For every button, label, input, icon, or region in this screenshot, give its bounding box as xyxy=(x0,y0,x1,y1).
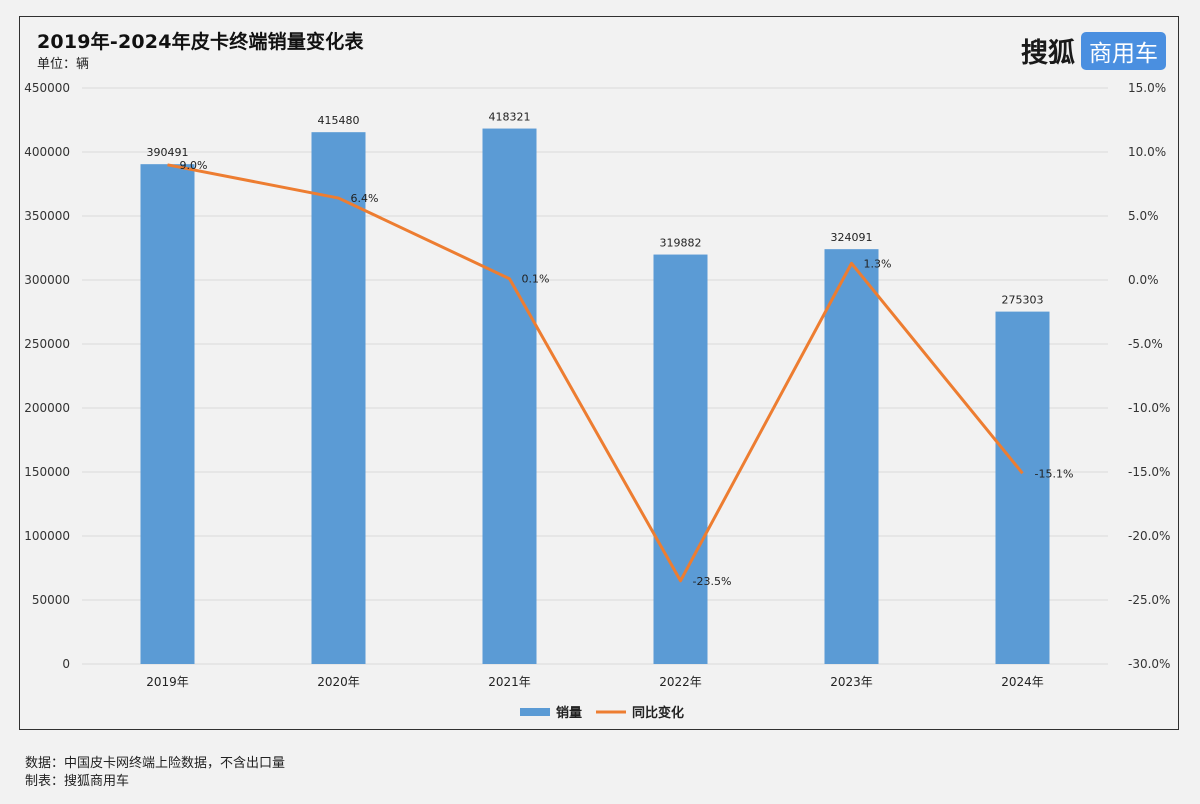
bar-data-label: 319882 xyxy=(660,237,702,250)
x-tick-label: 2022年 xyxy=(659,675,702,689)
bar-data-label: 324091 xyxy=(831,231,873,244)
bar xyxy=(140,164,195,665)
x-tick-label: 2023年 xyxy=(830,675,873,689)
legend-swatch-bar xyxy=(520,708,550,716)
y-right-tick-label: 15.0% xyxy=(1128,81,1166,95)
brand-badge: 商用车 xyxy=(1081,31,1166,70)
bar-data-label: 390491 xyxy=(147,146,189,159)
y-left-tick-label: 200000 xyxy=(24,401,70,415)
line-data-label: 6.4% xyxy=(351,192,379,205)
footer: 数据：中国皮卡网终端上险数据，不含出口量 制表：搜狐商用车 xyxy=(25,755,285,791)
bar xyxy=(311,132,366,664)
line-data-label: 9.0% xyxy=(180,159,208,172)
y-left-tick-label: 300000 xyxy=(24,273,70,287)
y-right-tick-label: -25.0% xyxy=(1128,593,1170,607)
y-right-tick-label: 10.0% xyxy=(1128,145,1166,159)
credit-note: 制表：搜狐商用车 xyxy=(25,774,130,789)
x-tick-label: 2021年 xyxy=(488,675,531,689)
x-tick-label: 2019年 xyxy=(146,675,189,689)
y-left-tick-label: 150000 xyxy=(24,465,70,479)
y-right-tick-label: -20.0% xyxy=(1128,529,1170,543)
y-right-tick-label: -5.0% xyxy=(1128,337,1163,351)
brand-name: 搜狐 xyxy=(1021,38,1075,69)
chart-frame: 2019年-2024年皮卡终端销量变化表 单位：辆 搜狐 商用车 xyxy=(19,16,1179,730)
bar-data-label: 275303 xyxy=(1002,294,1044,307)
y-left-tick-label: 450000 xyxy=(24,81,70,95)
y-right-tick-label: -15.0% xyxy=(1128,465,1170,479)
y-left-tick-label: 400000 xyxy=(24,145,70,159)
data-source-note: 数据：中国皮卡网终端上险数据，不含出口量 xyxy=(25,756,286,771)
brand-logo: 搜狐 商用车 xyxy=(1021,31,1166,70)
bar xyxy=(482,128,537,664)
line-data-label: -15.1% xyxy=(1035,467,1074,480)
y-right-tick-label: -10.0% xyxy=(1128,401,1170,415)
unit-label: 单位：辆 xyxy=(37,57,90,72)
bar-data-label: 418321 xyxy=(489,111,531,124)
y-right-tick-label: -30.0% xyxy=(1128,657,1170,671)
series-line xyxy=(167,163,1024,583)
y-left-tick-label: 0 xyxy=(62,657,70,671)
y-right-tick-label: 0.0% xyxy=(1128,273,1159,287)
bar-data-label: 415480 xyxy=(318,114,360,127)
y-left-tick-label: 350000 xyxy=(24,209,70,223)
legend-label: 销量 xyxy=(556,705,582,721)
combo-chart: 0 50000 100000 150000 200000 250000 300000 3500… xyxy=(24,81,1170,721)
y-right-tick-label: 5.0% xyxy=(1128,209,1159,223)
bar xyxy=(653,254,708,665)
y-left-tick-label: 100000 xyxy=(24,529,70,543)
bar xyxy=(824,249,879,664)
y-left-tick-label: 250000 xyxy=(24,337,70,351)
chart-title: 2019年-2024年皮卡终端销量变化表 xyxy=(37,31,364,53)
bar xyxy=(995,311,1050,664)
x-tick-label: 2020年 xyxy=(317,675,360,689)
x-tick-label: 2024年 xyxy=(1001,675,1044,689)
legend-label: 同比变化 xyxy=(632,705,684,721)
y-left-tick-label: 50000 xyxy=(32,593,70,607)
line-data-label: 1.3% xyxy=(864,257,892,270)
line-data-label: -23.5% xyxy=(693,575,732,588)
line-data-label: 0.1% xyxy=(522,273,550,286)
